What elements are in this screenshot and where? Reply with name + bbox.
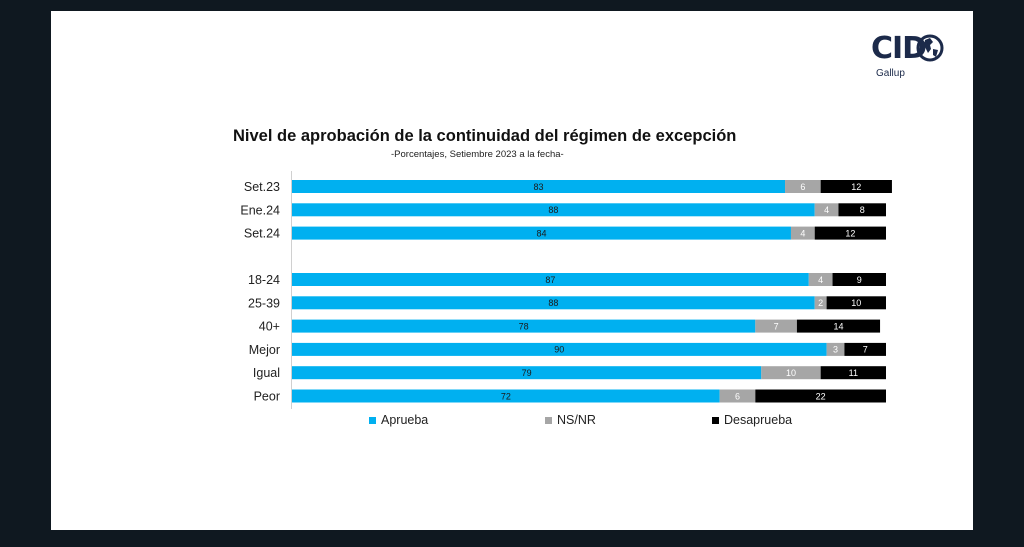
data-label-aprueba-40+: 78 bbox=[519, 321, 529, 331]
data-label-nsnr-Set.23: 6 bbox=[800, 182, 805, 192]
legend-label-desaprueba: Desaprueba bbox=[724, 413, 793, 427]
bar-desaprueba-Mejor bbox=[844, 342, 886, 356]
bar-aprueba-25-39 bbox=[292, 296, 815, 310]
data-label-desaprueba-25-39: 10 bbox=[851, 298, 861, 308]
data-label-aprueba-Set.23: 83 bbox=[534, 182, 544, 192]
logo-subtitle: Gallup bbox=[876, 68, 905, 79]
data-label-aprueba-Peor: 72 bbox=[501, 391, 511, 401]
category-label-25-39: 25-39 bbox=[248, 296, 280, 310]
category-label-Igual: Igual bbox=[253, 366, 280, 380]
bar-desaprueba-25-39 bbox=[826, 296, 886, 310]
bar-aprueba-Igual bbox=[292, 366, 762, 380]
bar-desaprueba-Igual bbox=[820, 366, 886, 380]
bar-nsnr-18-24 bbox=[808, 273, 833, 286]
data-label-aprueba-Igual: 79 bbox=[522, 368, 532, 378]
bar-nsnr-Igual bbox=[761, 366, 821, 380]
bar-desaprueba-Set.24 bbox=[814, 226, 886, 240]
data-label-nsnr-40+: 7 bbox=[774, 321, 779, 331]
legend-item-desaprueba: Desaprueba bbox=[712, 413, 792, 427]
legend-swatch-aprueba bbox=[369, 416, 376, 424]
legend-item-aprueba: Aprueba bbox=[369, 413, 428, 427]
category-label-Mejor: Mejor bbox=[249, 343, 280, 357]
category-label-Set.23: Set.23 bbox=[244, 180, 280, 194]
category-label-Ene.24: Ene.24 bbox=[240, 203, 280, 217]
bar-desaprueba-Peor bbox=[755, 389, 886, 403]
cid-gallup-logo: CID Gallup bbox=[871, 31, 951, 87]
data-label-desaprueba-18-24: 9 bbox=[857, 275, 862, 285]
legend-label-nsnr: NS/NR bbox=[557, 413, 596, 427]
data-label-desaprueba-Set.24: 12 bbox=[845, 228, 855, 238]
data-label-desaprueba-40+: 14 bbox=[833, 321, 843, 331]
chart-area: Set.23 83 6 12 Ene.24 88 4 8 Set.24 84 4 12 18-24 87 4… bbox=[240, 171, 892, 409]
data-label-nsnr-Igual: 10 bbox=[786, 368, 796, 378]
legend-label-aprueba: Aprueba bbox=[381, 413, 429, 427]
bar-nsnr-Set.23 bbox=[785, 180, 821, 193]
bar-aprueba-Set.23 bbox=[292, 180, 786, 193]
chart-title: Nivel de aprobación de la continuidad de… bbox=[233, 127, 737, 145]
legend-swatch-desaprueba bbox=[712, 416, 719, 424]
data-label-desaprueba-Ene.24: 8 bbox=[860, 205, 865, 215]
data-label-nsnr-18-24: 4 bbox=[818, 275, 823, 285]
category-label-Set.24: Set.24 bbox=[244, 227, 280, 241]
bar-aprueba-Ene.24 bbox=[292, 203, 815, 217]
bar-aprueba-Mejor bbox=[292, 342, 827, 356]
bar-aprueba-18-24 bbox=[292, 273, 809, 286]
data-label-nsnr-Mejor: 3 bbox=[833, 345, 838, 355]
data-label-desaprueba-Mejor: 7 bbox=[863, 345, 868, 355]
chart-subtitle: -Porcentajes, Setiembre 2023 a la fecha- bbox=[391, 149, 564, 160]
data-label-desaprueba-Igual: 11 bbox=[849, 368, 858, 378]
bar-aprueba-Peor bbox=[292, 389, 720, 403]
category-label-18-24: 18-24 bbox=[248, 273, 280, 287]
category-label-Peor: Peor bbox=[254, 390, 280, 404]
data-label-nsnr-Set.24: 4 bbox=[800, 228, 805, 238]
bar-nsnr-Mejor bbox=[826, 342, 845, 356]
data-label-nsnr-Ene.24: 4 bbox=[824, 205, 829, 215]
data-label-aprueba-18-24: 87 bbox=[545, 275, 555, 285]
slide: CID Gallup Nivel de aprobación de la con… bbox=[51, 11, 973, 530]
bar-desaprueba-40+ bbox=[796, 319, 881, 333]
legend-swatch-nsnr bbox=[545, 416, 552, 424]
bar-nsnr-Set.24 bbox=[790, 226, 815, 240]
bar-aprueba-Set.24 bbox=[292, 226, 791, 240]
data-label-nsnr-25-39: 2 bbox=[818, 298, 823, 308]
category-label-40+: 40+ bbox=[259, 320, 280, 334]
globe-icon bbox=[916, 34, 944, 62]
bar-nsnr-40+ bbox=[755, 319, 797, 333]
data-label-aprueba-25-39: 88 bbox=[548, 298, 558, 308]
bar-nsnr-Ene.24 bbox=[814, 203, 839, 217]
bar-aprueba-40+ bbox=[292, 319, 756, 333]
chart-legend: Aprueba NS/NR Desaprueba bbox=[51, 413, 973, 431]
legend-item-nsnr: NS/NR bbox=[545, 413, 596, 427]
data-label-aprueba-Mejor: 90 bbox=[554, 345, 564, 355]
data-label-aprueba-Set.24: 84 bbox=[536, 228, 546, 238]
data-label-desaprueba-Peor: 22 bbox=[816, 391, 826, 401]
bar-desaprueba-Ene.24 bbox=[838, 203, 886, 217]
data-label-nsnr-Peor: 6 bbox=[735, 391, 740, 401]
bar-desaprueba-Set.23 bbox=[820, 180, 892, 193]
bar-nsnr-Peor bbox=[719, 389, 756, 403]
data-label-desaprueba-Set.23: 12 bbox=[851, 182, 861, 192]
data-label-aprueba-Ene.24: 88 bbox=[548, 205, 558, 215]
bar-nsnr-25-39 bbox=[814, 296, 827, 310]
bar-desaprueba-18-24 bbox=[832, 273, 886, 286]
